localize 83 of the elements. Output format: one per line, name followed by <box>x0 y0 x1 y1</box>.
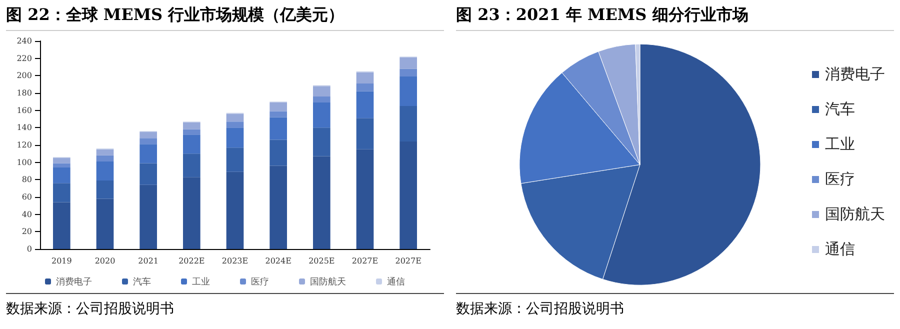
legend-label: 通信 <box>825 241 855 258</box>
bar <box>270 140 287 166</box>
y-tick-label: 160 <box>16 106 32 115</box>
bar <box>183 177 200 249</box>
x-tick-label: 2025E <box>308 256 335 266</box>
y-tick-label: 200 <box>16 71 32 80</box>
legend-label: 国防航天 <box>825 206 885 223</box>
legend-label: 汽车 <box>825 101 855 118</box>
y-tick-label: 0 <box>26 244 32 254</box>
bar <box>356 72 374 84</box>
x-tick-label: 2022E <box>178 256 205 266</box>
chart-title: 图 23：2021 年 MEMS 细分行业市场 <box>456 0 894 31</box>
x-tick-label: 2020 <box>94 256 116 266</box>
bar <box>96 155 114 162</box>
bar <box>270 102 287 112</box>
bar <box>140 132 157 138</box>
bar <box>400 68 417 77</box>
y-tick-label: 40 <box>22 210 32 219</box>
x-tick-label: 2021 <box>138 256 159 266</box>
bar <box>96 198 114 249</box>
chart-title: 图 22：全球 MEMS 行业市场规模（亿美元） <box>6 0 444 31</box>
bar <box>270 117 287 140</box>
bar <box>270 111 287 118</box>
bar <box>96 149 114 156</box>
legend-label: 国防航天 <box>310 276 346 286</box>
bar <box>140 138 157 144</box>
bar <box>270 166 287 249</box>
legend-label: 汽车 <box>133 276 151 286</box>
y-tick-label: 80 <box>22 175 32 184</box>
bar <box>313 86 330 96</box>
bar <box>356 91 374 118</box>
y-tick-label: 120 <box>16 140 32 150</box>
y-tick-label: 20 <box>22 227 32 236</box>
bar <box>400 76 417 106</box>
bar <box>400 57 417 69</box>
bar <box>53 168 70 184</box>
bar <box>53 163 70 168</box>
bar <box>53 183 70 202</box>
y-tick-label: 140 <box>16 123 32 132</box>
bar <box>313 102 330 128</box>
legend-label: 消费电子 <box>825 66 885 83</box>
x-tick-label: 2027E <box>395 256 422 266</box>
bar <box>53 158 70 164</box>
bar <box>313 156 330 249</box>
source-note: 数据来源：公司招股说明书 <box>6 293 444 324</box>
bar <box>226 172 244 249</box>
bar <box>356 83 374 92</box>
bar <box>183 122 200 130</box>
bar <box>313 128 330 156</box>
y-tick-label: 60 <box>22 192 32 202</box>
bar <box>356 149 374 249</box>
bar <box>226 122 244 128</box>
bar <box>226 148 244 172</box>
x-tick-label: 2024E <box>265 256 292 266</box>
legend-label: 通信 <box>387 276 405 286</box>
legend-label: 工业 <box>825 136 855 153</box>
bar <box>356 118 374 150</box>
bar <box>183 154 200 178</box>
bar <box>183 134 200 154</box>
bar <box>96 161 114 181</box>
x-tick-label: 2027E <box>352 256 378 266</box>
bar <box>53 202 70 249</box>
source-note: 数据来源：公司招股说明书 <box>456 293 894 324</box>
bar <box>183 129 200 135</box>
bar <box>140 144 157 164</box>
bar <box>400 142 417 249</box>
legend-label: 医疗 <box>825 171 855 188</box>
legend-label: 消费电子 <box>56 276 92 286</box>
bar <box>400 106 417 142</box>
bar <box>140 163 157 185</box>
bar <box>96 180 114 199</box>
bar <box>226 128 244 148</box>
legend-label: 医疗 <box>251 276 269 286</box>
bar <box>226 114 244 122</box>
y-tick-label: 180 <box>16 88 32 98</box>
y-tick-label: 100 <box>16 158 32 167</box>
x-tick-label: 2023E <box>222 256 248 266</box>
legend-label: 工业 <box>192 276 210 286</box>
bar <box>140 184 157 249</box>
x-tick-label: 2019 <box>51 256 72 266</box>
bar <box>313 96 330 103</box>
y-tick-label: 240 <box>16 36 32 46</box>
y-tick-label: 220 <box>16 54 32 63</box>
